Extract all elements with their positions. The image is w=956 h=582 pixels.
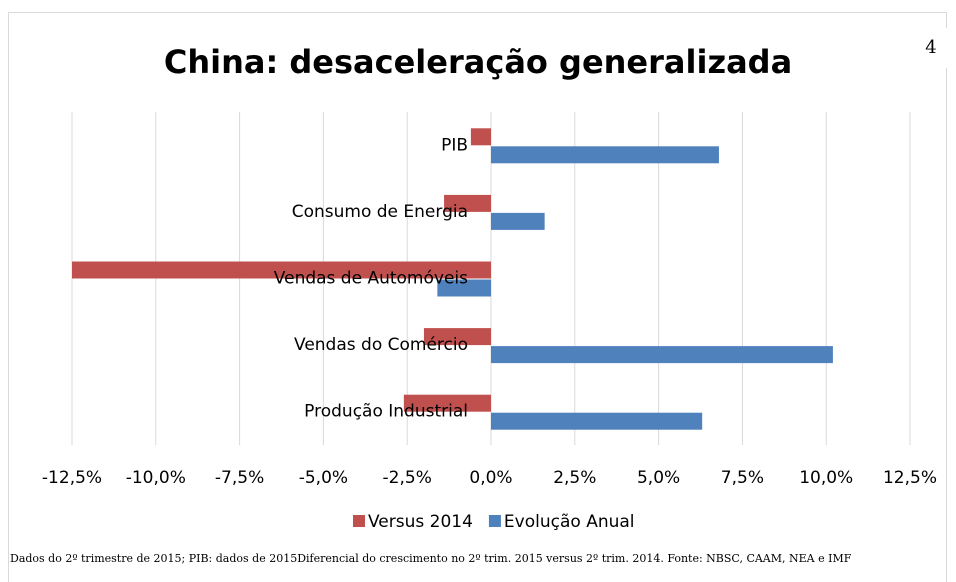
x-tick-label: 12,5%	[883, 468, 937, 488]
category-label: Consumo de Energia	[292, 202, 468, 222]
category-label: PIB	[441, 135, 468, 155]
category-label: Vendas de Automóveis	[274, 269, 468, 289]
x-tick-label: 2,5%	[553, 468, 596, 488]
x-tick-label: 7,5%	[721, 468, 764, 488]
x-tick-label: -7,5%	[215, 468, 264, 488]
category-label: Vendas do Comércio	[294, 335, 468, 355]
bar	[491, 346, 833, 364]
chart-border	[8, 12, 947, 582]
x-tick-label: -5,0%	[299, 468, 348, 488]
bar	[437, 279, 491, 297]
x-tick-label: -10,0%	[126, 468, 186, 488]
x-tick-label: -12,5%	[42, 468, 102, 488]
bar	[470, 128, 491, 146]
page-number-box	[912, 28, 952, 68]
bar	[491, 412, 703, 430]
bar	[444, 194, 491, 212]
chart-title: China: desaceleração generalizada	[164, 43, 792, 81]
page-number: 4	[925, 37, 936, 58]
x-tick-label: -2,5%	[383, 468, 432, 488]
category-label: Produção Industrial	[304, 402, 468, 422]
x-tick-label: 0,0%	[469, 468, 512, 488]
bar	[491, 146, 719, 164]
bar	[403, 394, 491, 412]
footnote: Dados do 2º trimestre de 2015; PIB: dado…	[10, 552, 852, 565]
legend-label: Versus 2014	[368, 512, 473, 532]
bar	[491, 212, 545, 230]
bar	[72, 261, 491, 279]
legend-swatch	[488, 515, 501, 527]
bar	[423, 328, 491, 346]
x-tick-label: 10,0%	[799, 468, 853, 488]
x-tick-label: 5,0%	[637, 468, 680, 488]
legend-label: Evolução Anual	[504, 512, 635, 532]
legend-swatch	[353, 515, 365, 527]
